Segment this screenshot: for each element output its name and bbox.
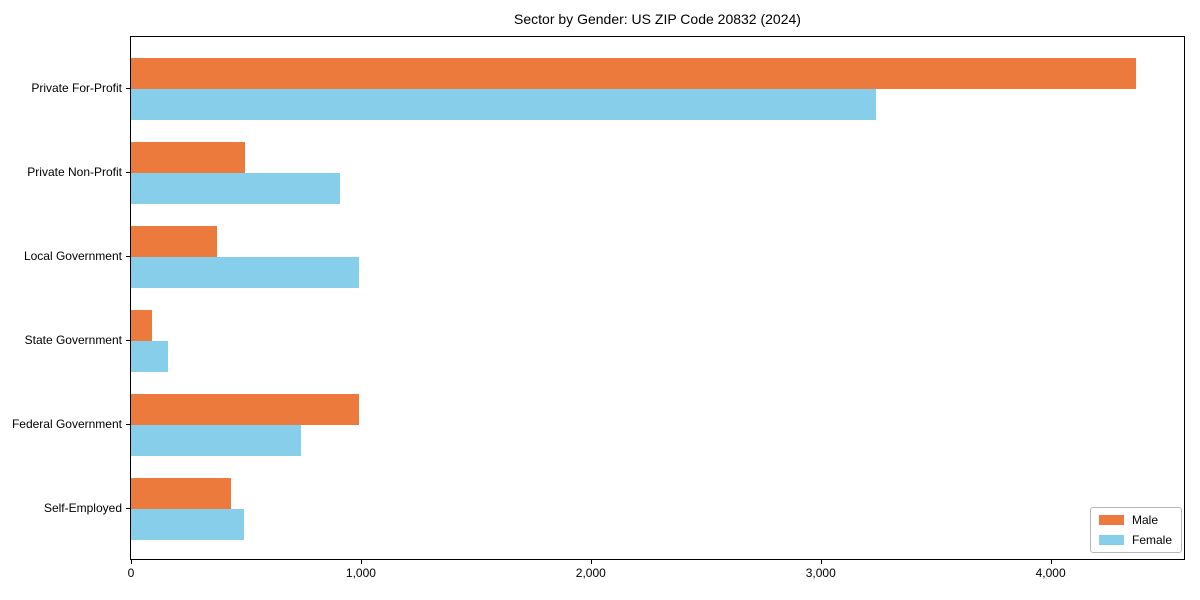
ytick-mark <box>126 508 130 509</box>
xtick-mark <box>820 560 822 564</box>
chart-title: Sector by Gender: US ZIP Code 20832 (202… <box>514 11 801 27</box>
xtick-mark <box>131 560 132 564</box>
ytick-mark <box>126 88 130 89</box>
xtick-label-4-000: 4,000 <box>1035 566 1066 580</box>
legend: Male Female <box>1090 507 1182 553</box>
ytick-mark <box>126 172 130 173</box>
legend-label-male: Male <box>1132 513 1159 527</box>
xtick-label-2-000: 2,000 <box>575 566 606 580</box>
legend-item-female: Female <box>1099 534 1173 546</box>
ytick-mark <box>126 256 130 257</box>
legend-swatch-female <box>1099 535 1124 545</box>
ytick-label-private-non-profit: Private Non-Profit <box>27 165 122 179</box>
xtick-mark <box>590 560 592 564</box>
bar-male-state-government <box>131 310 152 341</box>
bar-female-federal-government <box>131 425 302 456</box>
bar-male-self-employed <box>131 478 231 509</box>
xtick-label-3-000: 3,000 <box>805 566 836 580</box>
legend-item-male: Male <box>1099 514 1173 526</box>
legend-swatch-male <box>1099 515 1124 525</box>
bar-female-private-non-profit <box>131 173 341 204</box>
ytick-mark <box>126 424 130 425</box>
bar-male-private-non-profit <box>131 142 245 173</box>
bar-male-federal-government <box>131 394 359 425</box>
ytick-label-local-government: Local Government <box>23 249 122 263</box>
ytick-mark <box>126 340 130 341</box>
ytick-label-federal-government: Federal Government <box>11 417 122 431</box>
legend-label-female: Female <box>1132 533 1173 547</box>
xtick-mark <box>360 560 362 564</box>
xtick-label-0: 0 <box>127 566 135 580</box>
bar-male-private-for-profit <box>131 58 1136 89</box>
ytick-label-state-government: State Government <box>24 333 122 347</box>
bar-female-local-government <box>131 257 359 288</box>
bar-male-local-government <box>131 226 218 257</box>
bar-female-private-for-profit <box>131 89 876 120</box>
bar-female-self-employed <box>131 509 244 540</box>
plot-area <box>130 36 1185 560</box>
xtick-label-1-000: 1,000 <box>345 566 376 580</box>
bar-female-state-government <box>131 341 168 372</box>
ytick-label-private-for-profit: Private For-Profit <box>31 81 122 95</box>
xtick-mark <box>1050 560 1052 564</box>
ytick-label-self-employed: Self-Employed <box>43 501 122 515</box>
